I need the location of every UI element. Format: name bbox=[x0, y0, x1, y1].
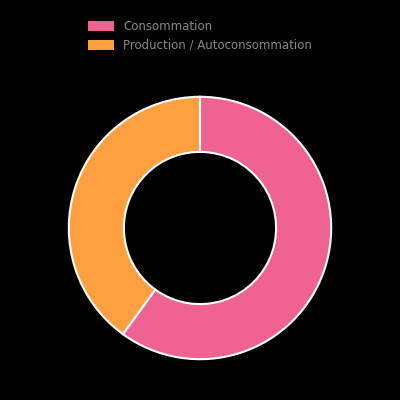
Legend: Consommation, Production / Autoconsommation: Consommation, Production / Autoconsommat… bbox=[86, 18, 314, 54]
Wedge shape bbox=[69, 97, 200, 334]
Wedge shape bbox=[123, 97, 331, 359]
